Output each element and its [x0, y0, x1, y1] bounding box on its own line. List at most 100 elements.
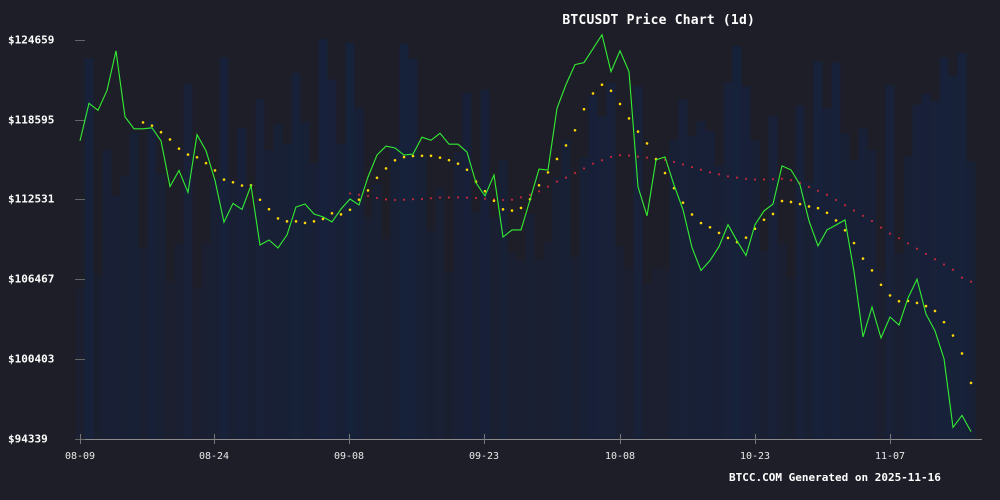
- volume-bar: [696, 121, 706, 440]
- volume-bar: [390, 145, 400, 439]
- ma-dot: [708, 171, 712, 174]
- ma-dot: [546, 171, 550, 174]
- ma-dot: [357, 198, 361, 201]
- volume-bar: [453, 152, 463, 440]
- volume-bar: [462, 92, 472, 439]
- ma-dot: [915, 247, 919, 250]
- ma-dot: [960, 276, 964, 279]
- volume-bar: [318, 39, 328, 440]
- volume-bar: [804, 181, 814, 439]
- ma-dot: [546, 185, 550, 188]
- ma-dot: [807, 205, 811, 208]
- ma-dot: [474, 196, 478, 200]
- volume-bar: [84, 58, 94, 440]
- volume-bar: [183, 83, 193, 440]
- ma-dot: [924, 304, 928, 308]
- ma-dot: [870, 269, 874, 272]
- volume-bar: [858, 128, 868, 440]
- volume-bar: [201, 243, 211, 439]
- ma-dot: [519, 206, 523, 210]
- ma-dot: [492, 199, 496, 203]
- ma-dot: [897, 299, 901, 303]
- ma-dot: [627, 154, 631, 157]
- ma-dot: [861, 214, 865, 217]
- ma-dot: [888, 232, 892, 235]
- ma-dot: [672, 160, 676, 163]
- ma-dot: [564, 144, 568, 147]
- ma-dot: [663, 171, 667, 175]
- volume-bar: [759, 250, 769, 439]
- ma-dot: [933, 309, 937, 313]
- ma-dot: [618, 102, 622, 106]
- ma-dot: [879, 226, 883, 229]
- ma-dot: [411, 154, 415, 158]
- ma-dot: [780, 199, 784, 203]
- ma-dot: [735, 176, 739, 179]
- volume-bar: [786, 277, 796, 439]
- ma-dot: [645, 156, 649, 159]
- ma-dot: [708, 225, 712, 229]
- volume-bar: [138, 247, 148, 439]
- ma-dot: [762, 178, 766, 181]
- volume-bar: [480, 90, 490, 439]
- volume-bar: [75, 289, 85, 439]
- ma-dot: [861, 257, 865, 260]
- ma-dot: [537, 190, 541, 193]
- ma-dot: [726, 175, 730, 178]
- volume-bar: [822, 108, 832, 440]
- volume-bar: [714, 165, 724, 439]
- volume-bar: [597, 116, 607, 439]
- price-line: [79, 33, 972, 432]
- ma-dot: [186, 153, 190, 156]
- ma-dot: [267, 207, 271, 211]
- ma-dot: [627, 117, 631, 120]
- x-tick-label: 09-08: [333, 451, 365, 462]
- volume-bar: [345, 42, 355, 440]
- ma-dot: [717, 231, 721, 235]
- volume-bar: [957, 52, 967, 440]
- ma-dot: [402, 198, 406, 201]
- ma-dot: [177, 147, 181, 150]
- ma-dot: [879, 283, 883, 287]
- y-tick-label: $118595: [8, 113, 55, 127]
- ma-dot: [375, 196, 379, 200]
- volume-bar: [327, 79, 337, 439]
- volume-bar: [633, 86, 643, 440]
- ma-dot: [699, 221, 703, 225]
- ma-dot: [582, 107, 586, 111]
- y-tick-label: $124659: [8, 33, 55, 47]
- ma-dot: [843, 228, 847, 232]
- volume-bar: [588, 95, 598, 440]
- volume-bar: [876, 271, 886, 439]
- ma-dot: [969, 381, 973, 385]
- volume-bar: [750, 140, 760, 439]
- ma-dot: [762, 218, 766, 222]
- ma-dot: [465, 196, 469, 199]
- ma-dot: [888, 294, 892, 297]
- volume-bar: [408, 58, 418, 440]
- ma-dot: [456, 162, 460, 165]
- volume-bar: [912, 104, 922, 439]
- volume-bar: [948, 75, 958, 439]
- axes: [75, 40, 982, 444]
- ma-dot: [834, 198, 838, 202]
- ma-dot: [600, 159, 604, 162]
- ma-dot: [438, 196, 442, 199]
- ma-dot: [231, 180, 235, 184]
- ma-dot: [933, 258, 937, 261]
- volume-bar: [687, 136, 697, 439]
- ma-dot: [402, 155, 406, 159]
- ma-dot: [573, 171, 577, 175]
- ma-dot: [951, 268, 955, 271]
- volume-bar: [534, 260, 544, 439]
- volume-bar: [921, 93, 931, 440]
- volume-bar: [885, 85, 895, 439]
- volume-bar: [606, 82, 616, 439]
- volume-bar: [705, 130, 715, 439]
- ma-dot: [789, 200, 793, 204]
- ma-dot: [852, 209, 856, 212]
- ma-dot: [843, 204, 847, 207]
- ma-dot: [942, 263, 946, 266]
- ma-dot: [690, 213, 694, 216]
- volume-bar: [570, 257, 580, 439]
